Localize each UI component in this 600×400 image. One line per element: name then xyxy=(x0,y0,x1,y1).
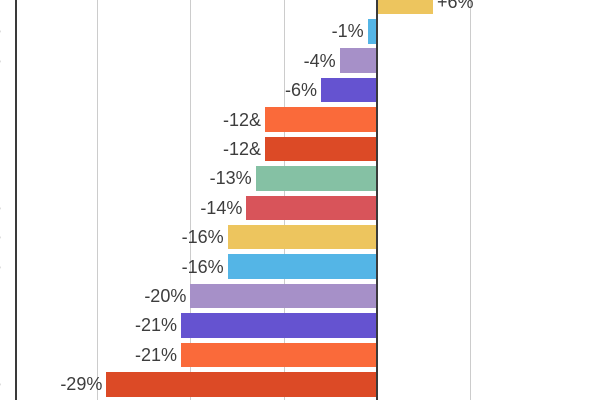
bar-value-label: -12& xyxy=(222,138,262,159)
bar[interactable] xyxy=(265,136,377,162)
x-gridline xyxy=(190,0,192,400)
bar-value-label: -1% xyxy=(331,21,364,42)
bar[interactable] xyxy=(367,19,377,44)
clipped-category-label: e xyxy=(0,50,5,72)
bar-value-label: -21% xyxy=(134,344,178,365)
bar-value-label: -4% xyxy=(303,50,336,71)
bar-value-label: -13% xyxy=(209,168,252,189)
clipped-category-label: i xyxy=(0,167,5,189)
clipped-category-label: e xyxy=(0,373,5,395)
clipped-category-label: l xyxy=(0,285,5,307)
clipped-category-label: l xyxy=(0,0,5,13)
bar[interactable] xyxy=(227,254,377,279)
clipped-category-label: i xyxy=(0,109,5,131)
bar-value-label: -16% xyxy=(181,227,224,248)
x-gridline xyxy=(97,0,98,400)
bar[interactable] xyxy=(227,224,377,250)
clipped-category-label: e xyxy=(0,197,5,219)
clipped-category-label: e xyxy=(0,256,5,278)
clipped-category-label: e xyxy=(0,20,5,42)
clipped-category-label: l xyxy=(0,138,5,160)
zero-axis-line xyxy=(375,0,378,400)
bar[interactable] xyxy=(181,342,377,368)
clipped-category-label: l xyxy=(0,79,5,101)
bar-value-label: -20% xyxy=(144,286,187,307)
clipped-category-label: l xyxy=(0,314,5,336)
bar-value-label: +6% xyxy=(436,0,474,12)
clipped-category-label: i xyxy=(0,344,5,366)
bar-value-label: -16% xyxy=(181,256,224,277)
bar-value-label: -12& xyxy=(222,109,262,130)
x-gridline xyxy=(470,0,472,400)
bar-value-label: -29% xyxy=(60,374,103,395)
bar[interactable] xyxy=(339,48,377,73)
bar[interactable] xyxy=(190,283,377,309)
bar[interactable] xyxy=(377,0,433,15)
bar[interactable] xyxy=(265,107,377,132)
bar[interactable] xyxy=(255,166,377,191)
clipped-category-label: e xyxy=(0,226,5,248)
bar-value-label: -14% xyxy=(200,197,243,218)
bar[interactable] xyxy=(106,372,377,397)
bar[interactable] xyxy=(321,77,377,103)
bar-value-label: -6% xyxy=(285,80,318,101)
bar-value-label: -21% xyxy=(134,315,178,336)
bar[interactable] xyxy=(181,313,377,338)
bar[interactable] xyxy=(246,195,377,221)
plot-left-axis-line xyxy=(15,0,17,400)
